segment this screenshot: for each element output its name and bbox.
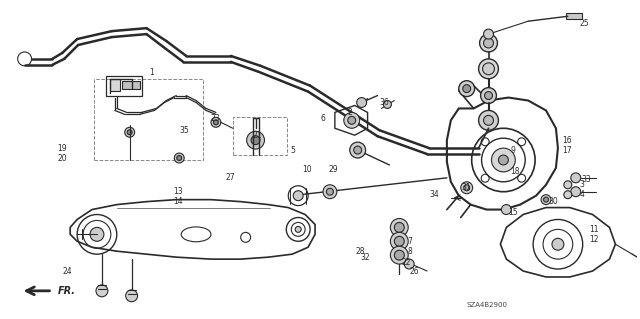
Circle shape [499, 155, 508, 165]
Circle shape [390, 219, 408, 236]
Text: 17: 17 [562, 145, 572, 155]
Circle shape [501, 204, 511, 214]
Circle shape [295, 226, 301, 232]
Circle shape [125, 290, 138, 302]
Circle shape [484, 115, 493, 125]
Text: 3: 3 [580, 180, 584, 189]
Polygon shape [122, 81, 140, 89]
Polygon shape [566, 13, 582, 19]
Text: 8: 8 [407, 247, 412, 256]
Circle shape [464, 185, 470, 191]
Circle shape [293, 191, 303, 201]
Circle shape [479, 34, 497, 52]
Text: 18: 18 [510, 167, 520, 176]
Text: 6: 6 [320, 114, 325, 123]
Text: 33: 33 [582, 175, 591, 184]
Circle shape [394, 236, 404, 246]
Text: 12: 12 [589, 235, 599, 244]
Circle shape [484, 29, 493, 39]
Circle shape [251, 136, 260, 145]
Circle shape [90, 227, 104, 241]
Text: 30: 30 [548, 197, 557, 206]
Circle shape [356, 98, 367, 108]
Circle shape [125, 127, 134, 137]
Polygon shape [110, 79, 120, 91]
Text: 10: 10 [302, 166, 312, 174]
Text: 13: 13 [173, 187, 183, 196]
Text: 16: 16 [562, 136, 572, 145]
Text: 23: 23 [211, 114, 221, 123]
Circle shape [571, 173, 580, 183]
Text: 1: 1 [150, 68, 154, 77]
Text: 21: 21 [253, 131, 262, 140]
Circle shape [383, 100, 392, 108]
Circle shape [390, 246, 408, 264]
Circle shape [96, 285, 108, 297]
Circle shape [483, 63, 495, 75]
Circle shape [461, 182, 473, 194]
Circle shape [564, 181, 572, 189]
Circle shape [479, 59, 499, 79]
Circle shape [484, 92, 493, 100]
Circle shape [344, 112, 360, 128]
Text: 4: 4 [580, 190, 584, 199]
Ellipse shape [394, 247, 405, 252]
Text: 35: 35 [179, 126, 189, 135]
Circle shape [484, 38, 493, 48]
Circle shape [246, 131, 264, 149]
Text: SZA4B2900: SZA4B2900 [467, 302, 508, 308]
Circle shape [174, 153, 184, 163]
Text: 5: 5 [291, 145, 295, 155]
Circle shape [354, 146, 362, 154]
Circle shape [552, 238, 564, 250]
Text: 25: 25 [580, 19, 589, 28]
Circle shape [564, 191, 572, 199]
Text: 32: 32 [360, 253, 369, 262]
Circle shape [177, 156, 182, 160]
Text: FR.: FR. [58, 286, 76, 296]
Text: 15: 15 [508, 208, 518, 217]
Text: 34: 34 [429, 190, 439, 199]
Circle shape [394, 222, 404, 232]
Circle shape [127, 130, 132, 135]
Circle shape [390, 232, 408, 250]
Text: 9: 9 [510, 145, 515, 155]
Text: 11: 11 [589, 225, 599, 234]
Text: 28: 28 [355, 247, 365, 256]
Circle shape [213, 120, 218, 125]
Circle shape [459, 81, 475, 97]
Text: 19: 19 [58, 144, 67, 152]
Circle shape [404, 259, 414, 269]
Text: 26: 26 [409, 266, 419, 276]
Ellipse shape [394, 232, 405, 237]
Text: 27: 27 [226, 173, 236, 182]
Circle shape [543, 197, 548, 202]
Circle shape [463, 85, 470, 93]
Text: 2: 2 [348, 108, 353, 117]
Text: 36: 36 [380, 98, 389, 107]
Circle shape [481, 88, 497, 103]
Text: 14: 14 [173, 197, 183, 206]
Circle shape [394, 250, 404, 260]
Circle shape [349, 142, 365, 158]
Circle shape [479, 110, 499, 130]
Text: 29: 29 [328, 166, 338, 174]
Text: 24: 24 [63, 266, 72, 276]
Circle shape [541, 195, 551, 204]
Text: 20: 20 [58, 153, 67, 162]
Circle shape [211, 117, 221, 127]
Text: 7: 7 [407, 237, 412, 246]
Circle shape [323, 185, 337, 199]
Circle shape [348, 116, 356, 124]
Circle shape [571, 187, 580, 197]
Text: 31: 31 [461, 183, 470, 192]
Circle shape [492, 148, 515, 172]
Circle shape [326, 188, 333, 195]
Text: 22: 22 [401, 258, 411, 267]
